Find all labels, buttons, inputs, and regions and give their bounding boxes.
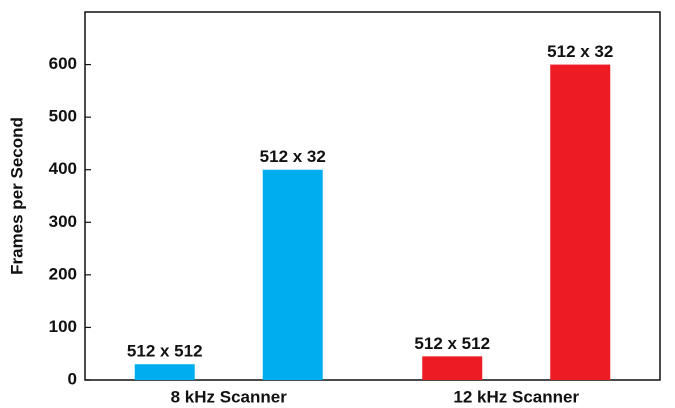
bar: [262, 169, 323, 380]
y-tick-label: 600: [49, 54, 77, 73]
y-axis-label: Frames per Second: [7, 117, 26, 275]
x-tick-label: 8 kHz Scanner: [171, 387, 288, 406]
y-tick-label: 200: [49, 264, 77, 283]
bar: [134, 364, 195, 380]
y-tick-label: 300: [49, 212, 77, 231]
plot-frame: [84, 11, 661, 381]
x-tick-label: 12 kHz Scanner: [453, 387, 579, 406]
data-label: 512 x 512: [414, 334, 490, 353]
y-tick-label: 0: [68, 369, 77, 388]
y-tick-label: 400: [49, 159, 77, 178]
data-label: 512 x 32: [260, 147, 326, 166]
y-tick-label: 500: [49, 107, 77, 126]
bar: [550, 64, 611, 381]
data-label: 512 x 32: [547, 42, 613, 61]
bar: [422, 356, 483, 380]
y-tick-label: 100: [49, 317, 77, 336]
data-label: 512 x 512: [127, 342, 203, 361]
